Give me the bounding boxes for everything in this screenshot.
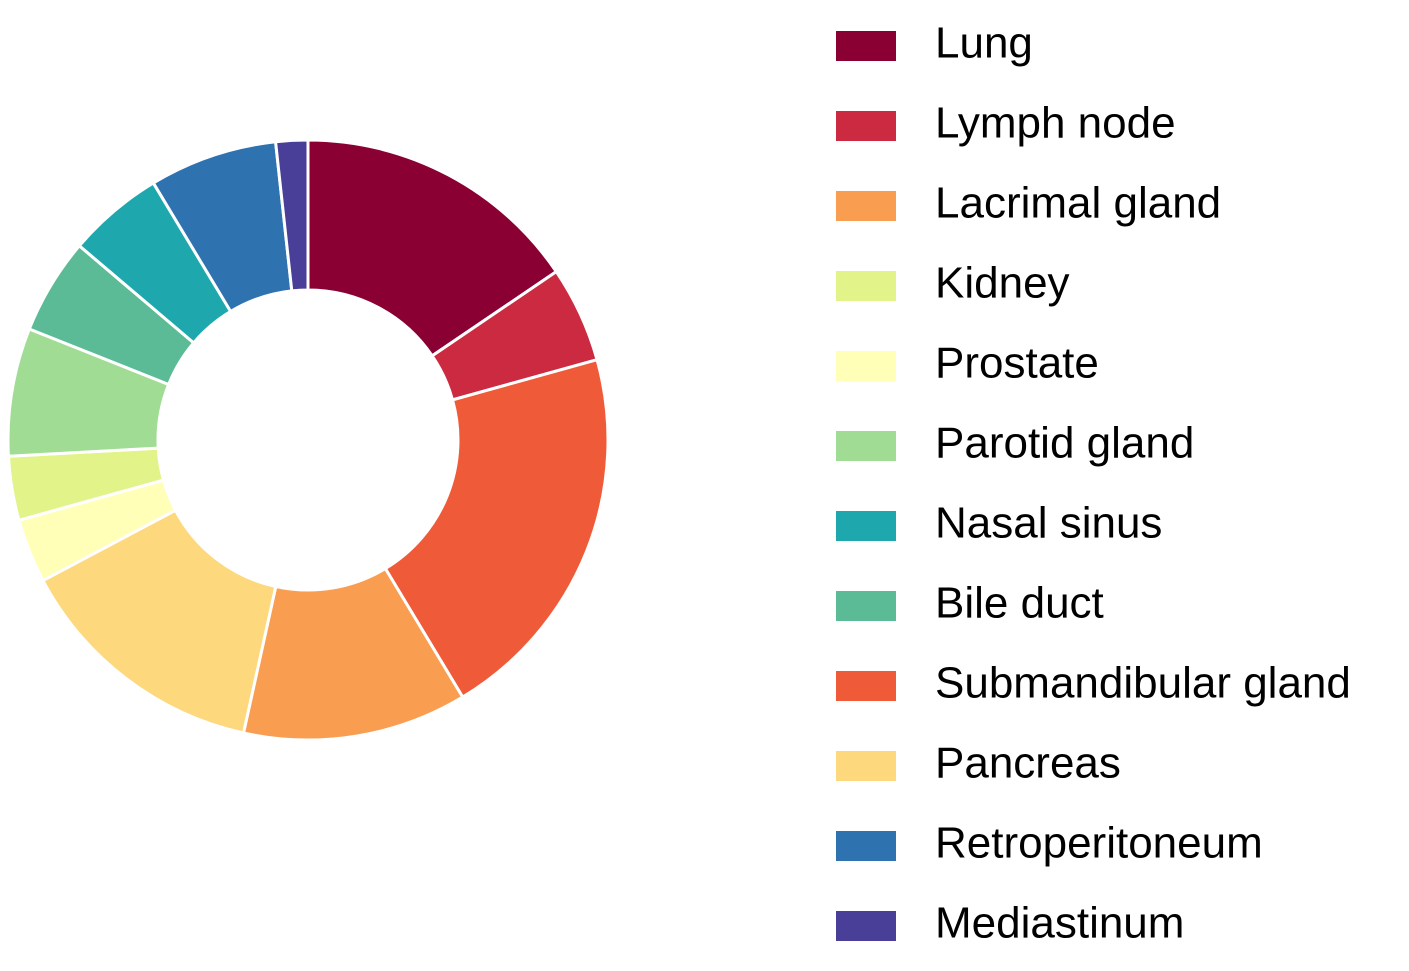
legend-label: Lacrimal gland	[935, 179, 1221, 228]
legend-label: Submandibular gland	[935, 659, 1351, 708]
legend-label: Pancreas	[935, 739, 1121, 788]
legend-label: Parotid gland	[935, 419, 1194, 468]
legend-label: Bile duct	[935, 579, 1104, 628]
legend-swatch	[836, 191, 896, 221]
legend-swatch	[836, 831, 896, 861]
donut-slice	[273, 138, 310, 293]
legend-swatch	[836, 671, 896, 701]
legend-swatch	[836, 351, 896, 381]
legend-label: Lung	[935, 19, 1033, 68]
legend-swatch	[836, 431, 896, 461]
legend-swatch	[836, 511, 896, 541]
legend-label: Retroperitoneum	[935, 819, 1263, 868]
legend-label: Lymph node	[935, 99, 1176, 148]
legend-swatch	[836, 271, 896, 301]
donut-slice	[306, 138, 559, 358]
legend-label: Nasal sinus	[935, 499, 1162, 548]
legend-swatch	[836, 591, 896, 621]
legend-label: Prostate	[935, 339, 1099, 388]
donut-slice	[383, 357, 610, 700]
legend-swatch	[836, 911, 896, 941]
legend-label: Mediastinum	[935, 899, 1184, 948]
legend-swatch	[836, 31, 896, 61]
donut-slice	[40, 508, 278, 735]
legend-swatch	[836, 111, 896, 141]
legend-swatch	[836, 751, 896, 781]
legend-label: Kidney	[935, 259, 1070, 308]
